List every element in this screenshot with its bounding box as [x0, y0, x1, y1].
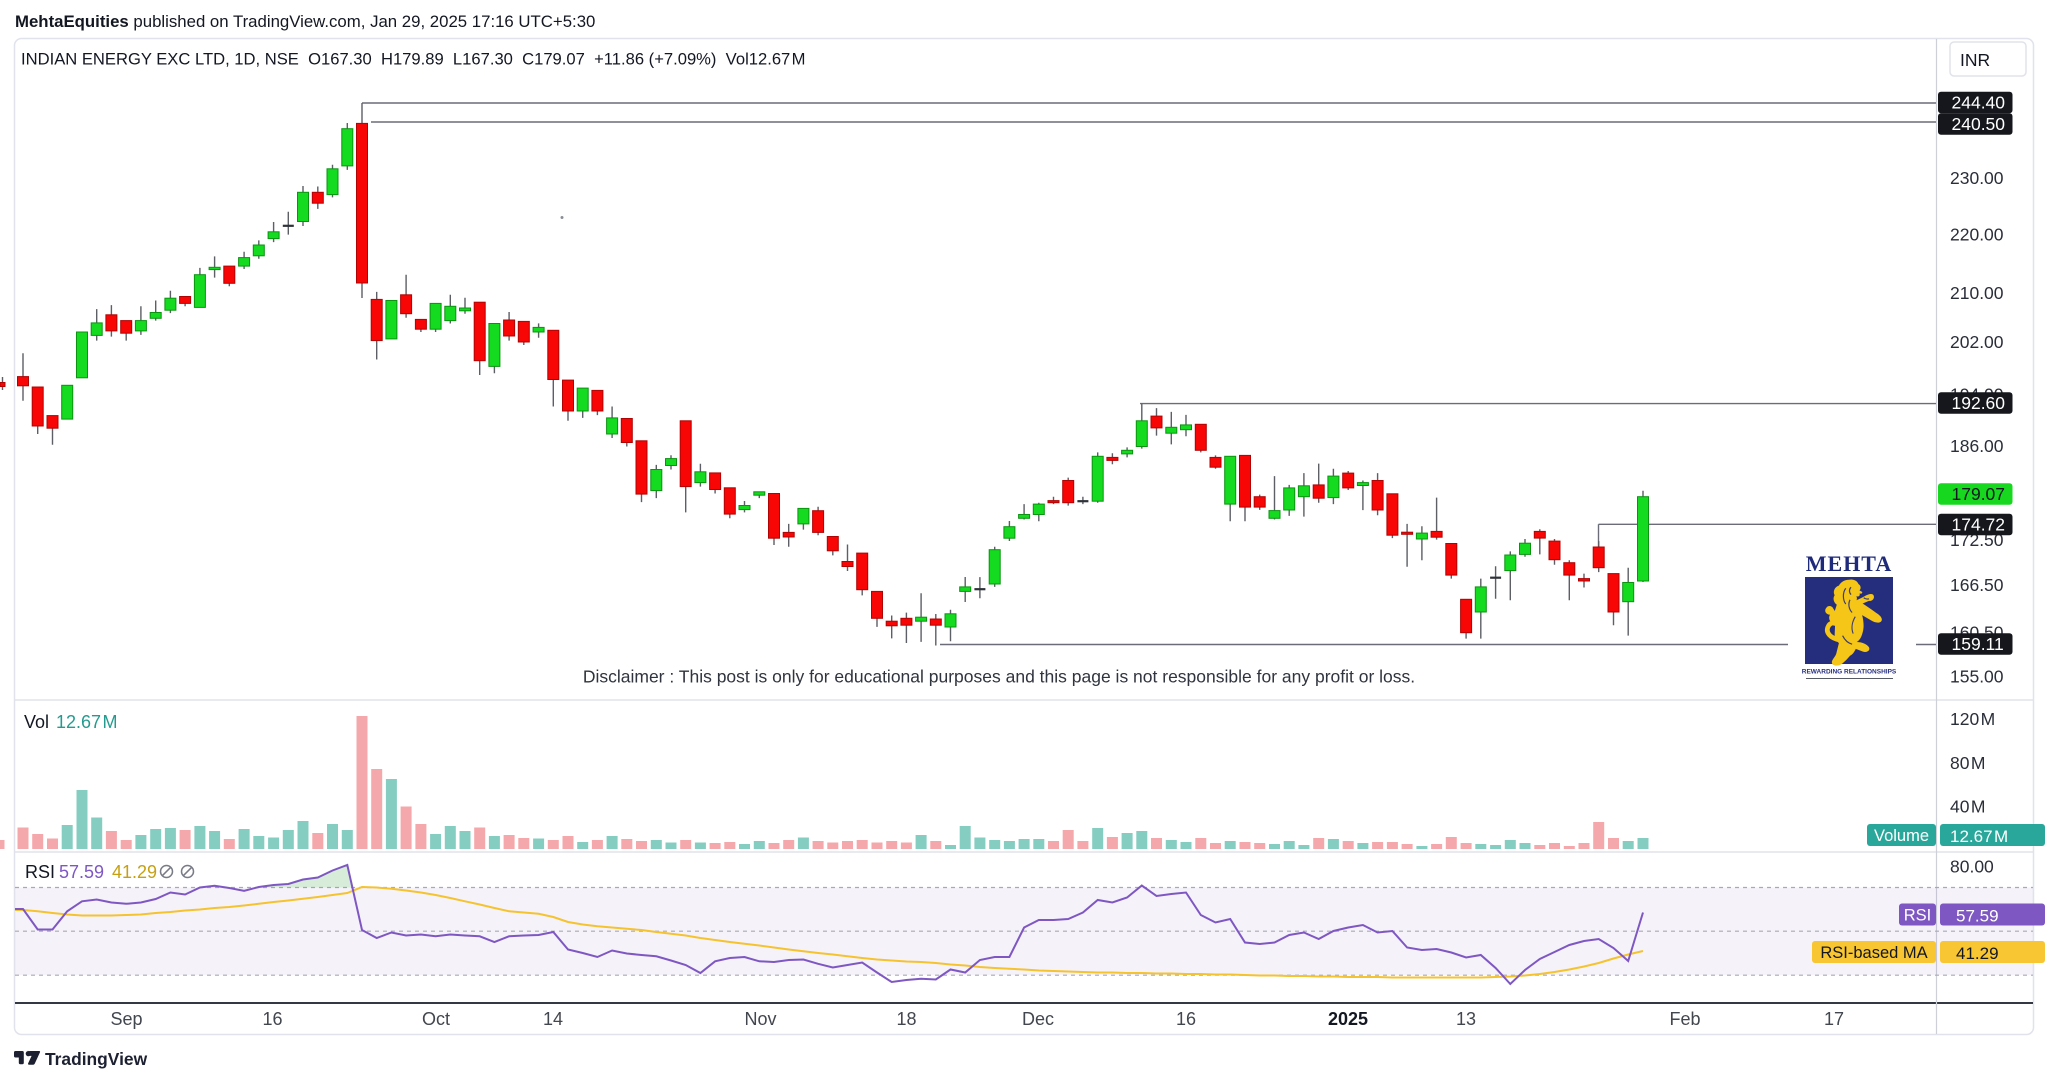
svg-text:174.72: 174.72: [1952, 515, 2006, 535]
svg-text:Sep: Sep: [110, 1009, 142, 1029]
svg-text:41.29: 41.29: [1956, 944, 1999, 963]
svg-text:INR: INR: [1960, 50, 1990, 70]
svg-text:202.00: 202.00: [1950, 332, 2004, 352]
svg-text:159.11: 159.11: [1952, 634, 2004, 654]
svg-text:Dec: Dec: [1022, 1009, 1054, 1029]
svg-text:RSI: RSI: [1904, 906, 1932, 924]
svg-text:RSI-based MA: RSI-based MA: [1820, 944, 1927, 962]
svg-text:Vol: Vol: [24, 712, 49, 732]
svg-text:INDIAN ENERGY EXC LTD, 1D, NSE: INDIAN ENERGY EXC LTD, 1D, NSE O167.30 H…: [21, 50, 805, 69]
svg-text:16: 16: [262, 1009, 282, 1029]
svg-text:17: 17: [1824, 1009, 1844, 1029]
svg-text:Feb: Feb: [1669, 1009, 1700, 1029]
svg-text:57.59: 57.59: [1956, 907, 1999, 926]
svg-text:40 M: 40 M: [1950, 796, 1986, 816]
svg-text:120 M: 120 M: [1950, 709, 1995, 729]
svg-text:186.00: 186.00: [1950, 436, 2004, 456]
svg-text:12.67 M: 12.67 M: [1950, 827, 2008, 846]
svg-text:80.00: 80.00: [1950, 856, 1994, 876]
svg-text:16: 16: [1176, 1009, 1196, 1029]
svg-text:14: 14: [543, 1009, 563, 1029]
svg-text:80 M: 80 M: [1950, 753, 1986, 773]
svg-text:RSI: RSI: [25, 862, 55, 882]
svg-text:244.40: 244.40: [1952, 93, 2006, 113]
svg-text:192.60: 192.60: [1952, 393, 2006, 413]
svg-text:2025: 2025: [1328, 1009, 1368, 1029]
svg-text:155.00: 155.00: [1950, 666, 2004, 686]
svg-text:Oct: Oct: [422, 1009, 450, 1029]
svg-text:MEHTA: MEHTA: [1806, 551, 1892, 576]
svg-text:18: 18: [896, 1009, 916, 1029]
svg-text:12.67 M: 12.67 M: [56, 712, 118, 732]
svg-text:210.00: 210.00: [1950, 283, 2004, 303]
svg-text:230.00: 230.00: [1950, 168, 2004, 188]
svg-text:Disclaimer : This post is only: Disclaimer : This post is only for educa…: [583, 667, 1415, 687]
svg-text:Volume: Volume: [1874, 827, 1929, 845]
svg-text:240.50: 240.50: [1952, 114, 2006, 134]
svg-text:179.07: 179.07: [1952, 484, 2006, 504]
svg-text:REWARDING RELATIONSHIPS: REWARDING RELATIONSHIPS: [1802, 669, 1897, 676]
svg-text:TradingView: TradingView: [45, 1049, 148, 1069]
svg-text:57.59: 57.59: [59, 862, 104, 882]
svg-text:166.50: 166.50: [1950, 575, 2004, 595]
svg-text:41.29: 41.29: [112, 862, 157, 882]
svg-text:Nov: Nov: [744, 1009, 776, 1029]
svg-text:220.00: 220.00: [1950, 224, 2004, 244]
svg-text:MehtaEquities published on Tra: MehtaEquities published on TradingView.c…: [15, 12, 595, 31]
svg-text:13: 13: [1456, 1009, 1476, 1029]
